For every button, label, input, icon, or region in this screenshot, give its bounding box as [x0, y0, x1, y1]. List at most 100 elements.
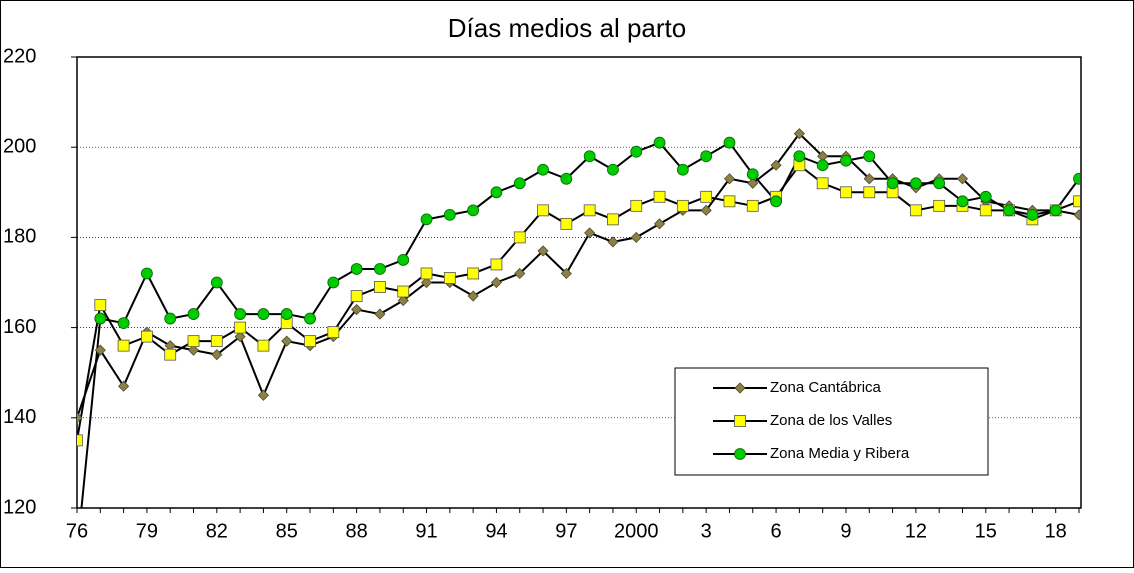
data-point: [933, 199, 946, 212]
plot-frame: [76, 56, 1082, 509]
x-tick-label: 3: [701, 520, 712, 542]
data-point: [467, 290, 479, 302]
y-tick-label: 160: [3, 316, 36, 338]
data-point: [164, 348, 177, 361]
legend-marker: [734, 415, 746, 427]
x-tick-label: 82: [206, 520, 228, 542]
data-point: [420, 276, 433, 289]
data-point: [816, 159, 829, 172]
data-point: [327, 326, 340, 339]
legend-marker: [734, 382, 746, 394]
y-tick-label: 220: [3, 45, 36, 67]
plot-area: [77, 128, 1080, 508]
data-point: [490, 186, 503, 199]
data-point: [1049, 204, 1062, 217]
data-point: [537, 245, 549, 257]
data-point: [374, 263, 386, 275]
data-point: [560, 267, 572, 280]
data-point: [1073, 209, 1080, 221]
x-tick-label: 88: [346, 520, 368, 542]
legend-label: Zona Media y Ribera: [770, 445, 910, 462]
data-point: [118, 380, 130, 392]
data-point: [793, 150, 806, 163]
data-point: [490, 258, 503, 271]
data-point: [630, 231, 642, 243]
x-tick-label: 91: [415, 520, 437, 542]
data-point: [467, 267, 480, 280]
data-point: [1073, 195, 1080, 208]
data-point: [467, 204, 480, 217]
data-point: [234, 308, 247, 320]
data-point: [281, 335, 293, 347]
data-point: [327, 276, 340, 289]
data-point: [909, 204, 922, 217]
y-tick-label: 200: [3, 135, 36, 157]
data-point: [840, 186, 852, 199]
data-point: [443, 272, 456, 284]
data-point: [723, 136, 736, 149]
data-point: [490, 276, 503, 289]
data-point: [117, 339, 130, 352]
data-point: [141, 267, 153, 280]
data-point: [956, 173, 969, 185]
x-tick-label: 9: [840, 520, 851, 542]
data-point: [351, 303, 363, 316]
data-point: [607, 163, 619, 176]
data-point: [420, 213, 433, 226]
x-tick-label: 97: [555, 520, 577, 542]
data-point: [443, 208, 456, 221]
data-point: [210, 276, 223, 289]
data-point: [956, 195, 969, 208]
data-point: [77, 434, 83, 447]
data-point: [816, 177, 829, 190]
data-point: [234, 331, 246, 343]
x-tick-label: 85: [276, 520, 298, 542]
data-point: [863, 186, 876, 199]
x-tick-label: 15: [975, 520, 997, 542]
y-tick-label: 140: [3, 406, 36, 428]
data-point: [607, 236, 619, 248]
data-point: [979, 204, 992, 217]
data-point: [513, 177, 526, 190]
legend-label: Zona Cantábrica: [770, 379, 882, 396]
data-point: [560, 217, 573, 230]
data-point: [77, 412, 83, 424]
data-point: [94, 312, 107, 325]
legend-label: Zona de los Valles: [770, 412, 892, 429]
data-point: [94, 299, 107, 311]
data-point: [537, 204, 549, 217]
data-point: [723, 195, 736, 208]
data-point: [700, 190, 713, 203]
x-tick-label: 12: [905, 520, 927, 542]
data-point: [374, 308, 386, 320]
data-point: [630, 199, 643, 212]
data-point: [187, 335, 200, 348]
data-point: [1026, 208, 1039, 221]
data-point: [723, 173, 736, 185]
data-point: [560, 172, 573, 185]
data-point: [746, 168, 759, 181]
data-point: [513, 231, 526, 244]
data-point: [257, 389, 269, 401]
legend-marker: [734, 448, 746, 460]
data-point: [304, 312, 316, 325]
x-tick-label: 94: [485, 520, 507, 542]
data-point: [187, 308, 200, 320]
data-point: [257, 339, 270, 352]
data-point: [770, 195, 782, 208]
data-point: [747, 177, 759, 189]
data-point: [164, 312, 177, 325]
data-point: [770, 159, 782, 171]
x-tick-label: 79: [136, 520, 158, 542]
data-point: [793, 128, 805, 140]
data-point: [840, 154, 852, 167]
data-point: [676, 163, 689, 176]
data-point: [700, 150, 713, 163]
data-point: [234, 321, 247, 334]
data-point: [94, 344, 106, 356]
chart-title: Días medios al parto: [448, 13, 686, 43]
data-point: [350, 290, 363, 302]
x-tick-label: 6: [771, 520, 782, 542]
